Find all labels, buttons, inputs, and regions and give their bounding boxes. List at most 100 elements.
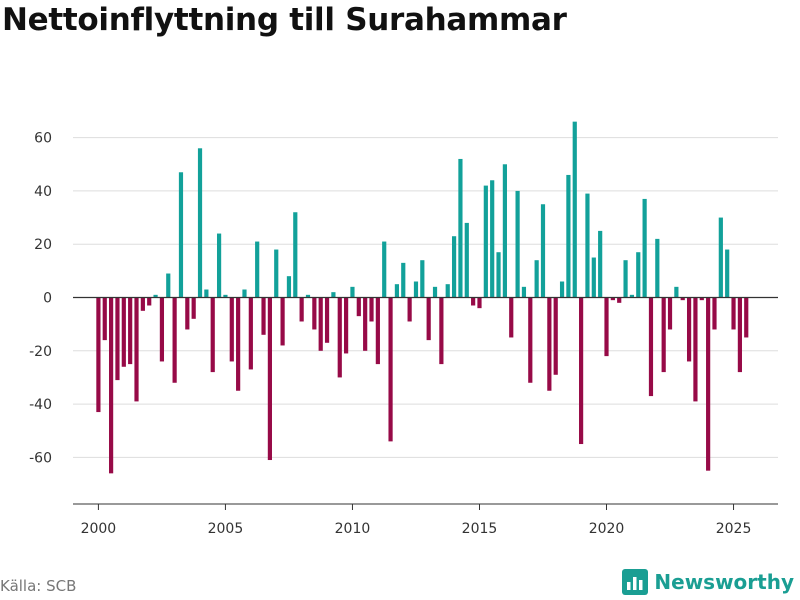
bar[interactable] bbox=[667, 297, 673, 330]
bar[interactable] bbox=[344, 297, 349, 354]
bar[interactable] bbox=[451, 236, 457, 298]
bar[interactable] bbox=[382, 241, 387, 298]
bar[interactable] bbox=[553, 297, 558, 375]
bar[interactable] bbox=[458, 158, 463, 298]
bar[interactable] bbox=[559, 281, 565, 298]
bar[interactable] bbox=[229, 297, 234, 362]
bar[interactable] bbox=[566, 174, 571, 298]
bar[interactable] bbox=[356, 297, 361, 317]
bar[interactable] bbox=[267, 297, 272, 461]
bar[interactable] bbox=[718, 217, 723, 298]
bar[interactable] bbox=[185, 297, 190, 330]
bar[interactable] bbox=[744, 297, 749, 338]
bar[interactable] bbox=[528, 297, 533, 383]
bar[interactable] bbox=[648, 297, 654, 397]
bar[interactable] bbox=[153, 294, 158, 298]
bar[interactable] bbox=[420, 260, 425, 298]
bar[interactable] bbox=[286, 276, 292, 298]
bar[interactable] bbox=[655, 238, 660, 298]
bar[interactable] bbox=[515, 190, 520, 298]
bar[interactable] bbox=[401, 262, 406, 298]
bar[interactable] bbox=[172, 297, 177, 383]
bar[interactable] bbox=[464, 222, 469, 298]
bar[interactable] bbox=[236, 297, 241, 391]
bar[interactable] bbox=[134, 297, 139, 402]
bar[interactable] bbox=[318, 297, 323, 351]
bar[interactable] bbox=[223, 294, 228, 298]
bar[interactable] bbox=[540, 204, 546, 298]
bar[interactable] bbox=[407, 297, 412, 322]
bar[interactable] bbox=[547, 297, 552, 391]
bar[interactable] bbox=[432, 286, 438, 298]
bar[interactable] bbox=[324, 297, 330, 343]
bar[interactable] bbox=[604, 297, 609, 357]
bar[interactable] bbox=[350, 286, 355, 298]
bar[interactable] bbox=[337, 297, 342, 378]
bar[interactable] bbox=[591, 257, 596, 298]
bar[interactable] bbox=[483, 185, 488, 298]
bar[interactable] bbox=[204, 289, 209, 298]
bar[interactable] bbox=[128, 297, 133, 365]
bar[interactable] bbox=[579, 297, 584, 445]
bar[interactable] bbox=[96, 297, 101, 413]
bar[interactable] bbox=[610, 297, 615, 301]
bar[interactable] bbox=[248, 297, 253, 370]
bar[interactable] bbox=[712, 297, 717, 330]
bar[interactable] bbox=[363, 297, 368, 351]
bar[interactable] bbox=[477, 297, 482, 309]
bar[interactable] bbox=[255, 241, 260, 298]
bar[interactable] bbox=[426, 297, 431, 341]
bar[interactable] bbox=[629, 294, 635, 298]
bar[interactable] bbox=[191, 297, 196, 319]
bar[interactable] bbox=[617, 297, 622, 303]
bar[interactable] bbox=[471, 297, 476, 306]
bar[interactable] bbox=[642, 198, 647, 298]
bar[interactable] bbox=[534, 260, 539, 298]
bar[interactable] bbox=[299, 297, 304, 322]
bar[interactable] bbox=[102, 297, 107, 341]
bar[interactable] bbox=[439, 297, 444, 365]
bar[interactable] bbox=[502, 164, 507, 298]
brand-logo[interactable]: Newsworthy bbox=[622, 569, 794, 595]
bar[interactable] bbox=[693, 297, 698, 402]
bar[interactable] bbox=[737, 297, 742, 373]
bar[interactable] bbox=[140, 297, 145, 311]
bar[interactable] bbox=[305, 294, 311, 298]
bar[interactable] bbox=[375, 297, 380, 365]
bar[interactable] bbox=[312, 297, 317, 330]
bar[interactable] bbox=[109, 297, 114, 474]
bar[interactable] bbox=[388, 297, 393, 442]
bar[interactable] bbox=[598, 230, 603, 298]
bar[interactable] bbox=[585, 193, 590, 298]
bar[interactable] bbox=[293, 212, 298, 298]
bar[interactable] bbox=[674, 286, 679, 298]
bar[interactable] bbox=[210, 297, 215, 373]
bar[interactable] bbox=[496, 252, 501, 298]
bar[interactable] bbox=[725, 249, 730, 298]
bar[interactable] bbox=[216, 233, 222, 298]
bar[interactable] bbox=[178, 172, 184, 298]
bar[interactable] bbox=[261, 297, 266, 335]
bar[interactable] bbox=[686, 297, 692, 362]
bar[interactable] bbox=[147, 297, 152, 306]
bar[interactable] bbox=[274, 249, 279, 298]
bar[interactable] bbox=[242, 289, 247, 298]
bar[interactable] bbox=[166, 273, 171, 298]
bar[interactable] bbox=[680, 297, 685, 301]
bar[interactable] bbox=[159, 297, 165, 362]
bar[interactable] bbox=[394, 284, 400, 298]
bar[interactable] bbox=[706, 297, 711, 471]
bar[interactable] bbox=[445, 284, 450, 298]
bar[interactable] bbox=[731, 297, 736, 330]
bar[interactable] bbox=[197, 148, 203, 298]
bar[interactable] bbox=[280, 297, 285, 346]
bar[interactable] bbox=[572, 121, 577, 298]
bar[interactable] bbox=[115, 297, 120, 381]
bar[interactable] bbox=[509, 297, 514, 338]
bar[interactable] bbox=[413, 281, 419, 298]
bar[interactable] bbox=[490, 180, 495, 298]
bar[interactable] bbox=[121, 297, 126, 367]
bar[interactable] bbox=[331, 292, 336, 298]
bar[interactable] bbox=[661, 297, 666, 373]
bar[interactable] bbox=[369, 297, 374, 322]
